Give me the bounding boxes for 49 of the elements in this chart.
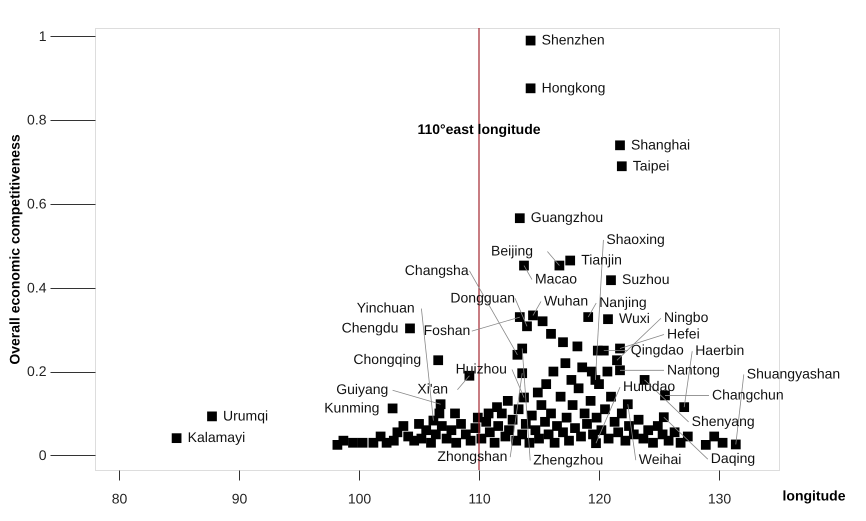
- annotation: Haerbin: [695, 342, 744, 358]
- y-tick-label: 0.6: [27, 195, 47, 212]
- annotation: Changchun: [712, 386, 784, 402]
- annotation: Shaoxing: [606, 230, 665, 247]
- annotation: Daqing: [710, 450, 756, 466]
- annotation: Suzhou: [622, 271, 670, 288]
- annotation: Shanghai: [631, 136, 690, 152]
- annotation: Guiyang: [336, 381, 388, 398]
- annotation: Macao: [535, 270, 578, 287]
- annotation: Wuxi: [619, 310, 650, 326]
- y-axis-title: Overall economic competitiveness: [6, 134, 22, 365]
- annotation: Tianjin: [581, 252, 622, 268]
- x-tick-label: 80: [112, 490, 128, 506]
- annotation: Guangzhou: [530, 209, 604, 226]
- y-tick-label: 0: [38, 446, 47, 463]
- x-tick-label: 110: [468, 490, 491, 506]
- x-axis-title: longitude: [782, 488, 846, 504]
- annotation: Foshan: [424, 322, 470, 338]
- annotation: Qingdao: [630, 342, 684, 358]
- annotation: Zhengzhou: [533, 452, 604, 468]
- x-tick-label: 130: [708, 490, 732, 506]
- annotation: Nantong: [667, 361, 720, 378]
- annotation: Kalamayi: [188, 429, 246, 446]
- y-tick-label: 0.2: [27, 363, 47, 380]
- annotation: Taipei: [632, 157, 670, 174]
- annotation: Urumqi: [223, 407, 268, 424]
- annotation: Wuhan: [544, 292, 588, 308]
- x-tick-label: 120: [588, 490, 612, 506]
- annotation: Xi'an: [417, 380, 448, 397]
- y-tick-label: 0.8: [27, 112, 47, 128]
- annotation: Hongkong: [542, 79, 606, 96]
- annotation: Shenyang: [692, 412, 755, 429]
- annotation: Kunming: [324, 399, 380, 416]
- annotation: Shenzhen: [542, 32, 605, 48]
- annotation: Chongqing: [353, 351, 422, 368]
- annotation: Huludao: [623, 378, 676, 394]
- annotation: Chengdu: [342, 319, 398, 336]
- y-tick-label: 0.4: [27, 279, 47, 296]
- annotation: Weihai: [638, 451, 682, 468]
- annotation: Ningbo: [664, 309, 709, 326]
- x-tick-label: 90: [232, 490, 248, 506]
- annotation: Hefei: [667, 326, 700, 342]
- annotation: Nanjing: [599, 294, 647, 310]
- annotation: Beijing: [491, 242, 534, 259]
- x-tick-label: 100: [348, 490, 372, 506]
- annotation: Changsha: [404, 262, 469, 278]
- y-tick-label: 1: [38, 28, 47, 44]
- annotation: Yinchuan: [356, 300, 415, 316]
- annotation: Shuangyashan: [746, 365, 840, 382]
